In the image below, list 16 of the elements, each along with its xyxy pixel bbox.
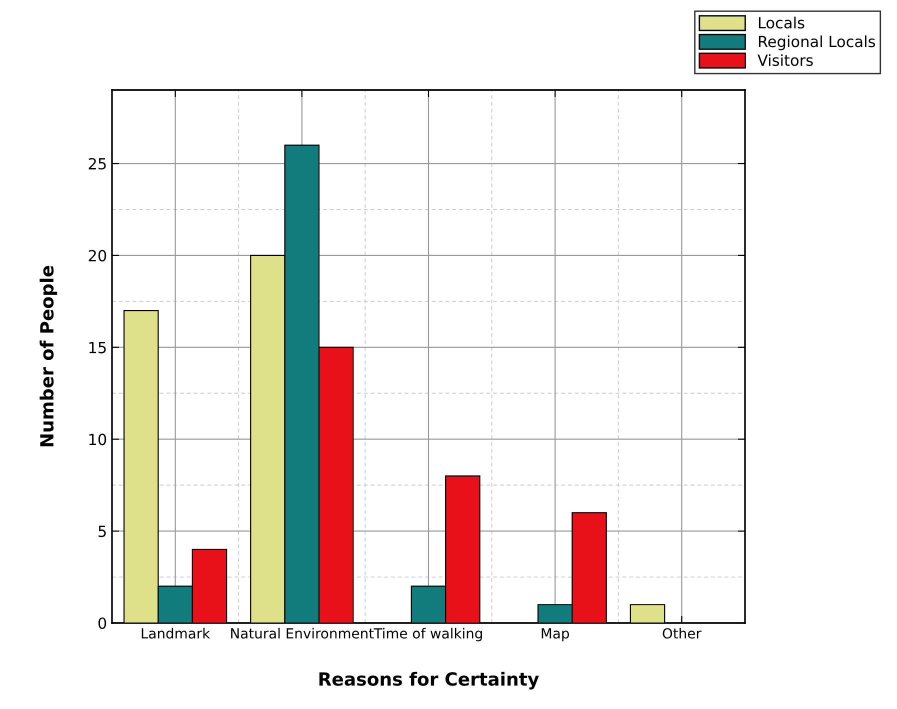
x-tick-label: Other bbox=[662, 628, 702, 639]
y-tick-label: 0 bbox=[98, 617, 106, 630]
legend-label: Regional Locals bbox=[758, 35, 876, 50]
x-axis-title: Reasons for Certainty bbox=[319, 672, 539, 690]
legend-label: Locals bbox=[758, 16, 804, 29]
legend-label: Visitors bbox=[758, 54, 813, 66]
x-tick-label: Map bbox=[542, 628, 569, 642]
y-tick-label: 25 bbox=[88, 158, 106, 170]
y-tick-label: 15 bbox=[89, 342, 106, 354]
y-tick-label: 5 bbox=[98, 526, 106, 538]
y-axis-title: Number of People bbox=[40, 266, 58, 446]
x-tick-label: Landmark bbox=[142, 628, 210, 639]
y-tick-label: 10 bbox=[89, 434, 106, 446]
y-tick-label: 20 bbox=[88, 250, 106, 262]
x-tick-label: Natural Environment bbox=[231, 628, 374, 639]
x-tick-label: Time of walking bbox=[374, 628, 482, 642]
